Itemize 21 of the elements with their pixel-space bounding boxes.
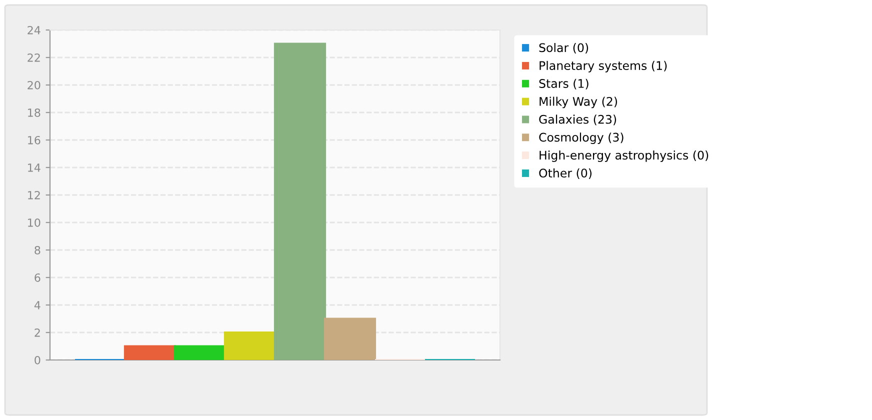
y-tick-label: 2: [34, 328, 40, 337]
y-tick-label: 22: [28, 53, 40, 62]
y-tick-label: 12: [28, 190, 40, 200]
y-tick-label: 20: [28, 80, 40, 90]
legend-label: Other (0): [539, 168, 592, 179]
legend-label: Stars (1): [539, 78, 588, 90]
y-tick-label: 0: [34, 356, 40, 364]
y-tick-label: 10: [28, 218, 40, 227]
legend-label: Galaxies (23): [539, 114, 616, 126]
legend-label: Cosmology (3): [539, 132, 624, 144]
y-tick-label: 8: [34, 246, 40, 254]
y-tick-label: 24: [28, 26, 40, 34]
legend-label: High-energy astrophysics (0): [540, 150, 708, 162]
legend-label: Solar (0): [539, 42, 588, 54]
y-tick-label: 4: [34, 301, 40, 310]
y-tick-label: 14: [28, 164, 40, 172]
legend-label: Milky Way (2): [540, 96, 618, 108]
y-tick-label: 18: [28, 108, 40, 117]
legend-label: Planetary systems (1): [540, 60, 667, 72]
y-tick-label: 6: [34, 273, 40, 282]
y-tick-label: 16: [28, 136, 40, 144]
